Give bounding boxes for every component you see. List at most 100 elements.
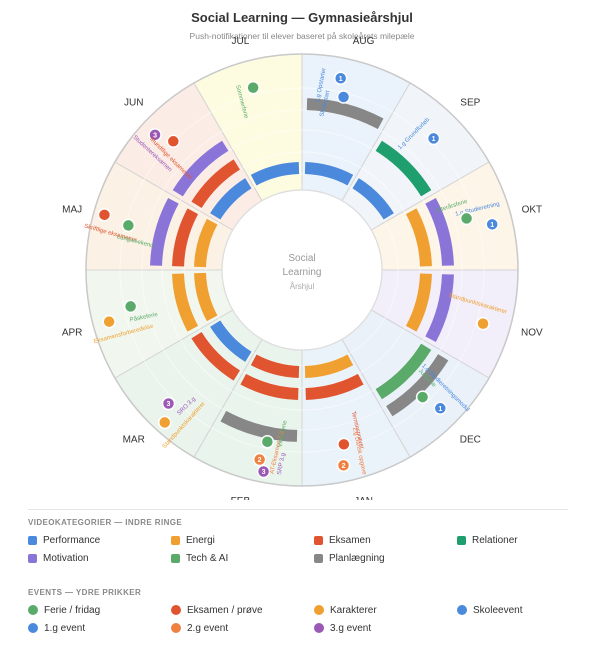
video-arc-jun-ring2[interactable]: [172, 140, 229, 197]
legend-swatch: [457, 535, 466, 545]
event-label: Vinterferie: [277, 419, 288, 448]
legend-item: Motivation: [28, 551, 171, 565]
video-arc-sep-ring2[interactable]: [375, 140, 432, 197]
video-arc-okt-ring2[interactable]: [425, 197, 454, 266]
event-dot[interactable]: [161, 396, 176, 411]
event-dot[interactable]: [426, 131, 441, 146]
video-arc-feb-ring0[interactable]: [250, 354, 300, 378]
event-dot[interactable]: [123, 299, 138, 314]
video-arc-nov-ring1[interactable]: [405, 273, 432, 332]
video-arc-apr-ring1[interactable]: [172, 273, 199, 332]
video-arc-aug-ring0[interactable]: [304, 162, 354, 186]
legend-label: Tech & AI: [186, 552, 229, 564]
chart-title: Social Learning — Gymnasieårshjul: [191, 10, 413, 25]
legend-label: 3.g event: [330, 622, 372, 634]
video-arc-sep-ring0[interactable]: [352, 178, 394, 220]
event-dot[interactable]: [256, 464, 271, 479]
video-arc-jun-ring1[interactable]: [191, 159, 240, 208]
month-label-feb: FEB: [231, 496, 251, 500]
month-label-jul: JUL: [232, 36, 250, 47]
event-badge: 2: [258, 457, 262, 464]
video-arc-nov-ring2[interactable]: [425, 274, 454, 343]
video-arc-maj-ring0[interactable]: [194, 218, 218, 268]
video-arc-apr-ring0[interactable]: [194, 272, 218, 322]
event-badge: 3: [262, 469, 266, 476]
month-label-dec: DEC: [460, 434, 481, 445]
month-label-apr: APR: [62, 328, 83, 339]
legend-item: 2.g event: [171, 621, 314, 635]
legend-label: Performance: [43, 534, 101, 546]
video-arc-okt-ring1[interactable]: [405, 208, 432, 267]
event-feb[interactable]: Vinterferie: [260, 419, 289, 449]
month-label-jan: JAN: [354, 496, 373, 500]
legend-swatch: [28, 553, 37, 563]
legend-label: Eksamen: [329, 534, 371, 546]
ring-guide: [205, 173, 399, 367]
event-dot[interactable]: [252, 452, 267, 467]
event-feb[interactable]: SRP 3.g 3: [256, 452, 287, 479]
video-arc-dec-ring3[interactable]: [386, 354, 449, 417]
video-arc-feb-ring1[interactable]: [240, 373, 299, 400]
event-dot[interactable]: [102, 314, 116, 329]
video-arc-jan-ring1[interactable]: [305, 373, 364, 400]
event-dot[interactable]: [166, 134, 181, 149]
legend-item: Performance: [28, 533, 171, 547]
legend-swatch: [28, 535, 37, 545]
video-arc-jan-ring0[interactable]: [304, 354, 354, 378]
event-dot[interactable]: [336, 458, 351, 473]
legend-swatch: [314, 605, 324, 615]
video-arc-jun-ring0[interactable]: [210, 178, 252, 220]
event-dot[interactable]: [246, 80, 260, 95]
event-dot[interactable]: [415, 390, 430, 404]
wheel-center: [221, 189, 383, 351]
event-dot[interactable]: [121, 218, 136, 233]
event-label: SRP 3.g: [277, 452, 287, 475]
event-dot[interactable]: [260, 434, 275, 449]
event-dot[interactable]: [336, 90, 351, 104]
legend-label: Eksamen / prøve: [187, 604, 263, 616]
event-legend: EVENTS — YDRE PRIKKER Ferie / fridag Eksa…: [28, 588, 588, 635]
month-label-jun: JUN: [124, 98, 143, 109]
month-label-aug: AUG: [353, 36, 375, 47]
event-dot[interactable]: [459, 211, 474, 226]
legend-item: Eksamen / prøve: [171, 603, 314, 617]
video-arc-maj-ring2[interactable]: [150, 197, 179, 266]
legend-divider: [28, 509, 568, 510]
legend-label: Ferie / fridag: [44, 604, 101, 616]
month-label-mar: MAR: [123, 434, 145, 445]
legend-swatch: [28, 623, 38, 633]
event-dot[interactable]: [97, 208, 112, 222]
event-dot[interactable]: [485, 217, 499, 232]
video-arc-jul-ring0[interactable]: [250, 162, 300, 186]
event-dot[interactable]: [337, 437, 351, 452]
event-dot[interactable]: [476, 316, 490, 331]
ring-guide: [119, 87, 485, 453]
event-dot[interactable]: [148, 128, 162, 142]
chart-subtitle: Push-notifikationer til elever baseret p…: [190, 31, 415, 41]
video-arc-maj-ring1[interactable]: [172, 208, 199, 267]
event-dot[interactable]: [157, 415, 172, 430]
video-arc-feb-ring3[interactable]: [220, 410, 298, 442]
video-legend-title: VIDEOKATEGORIER — INDRE RINGE: [28, 518, 183, 527]
legend-swatch: [314, 535, 323, 545]
ring-guide: [183, 151, 421, 389]
event-dot[interactable]: [433, 401, 448, 416]
legend-swatch: [171, 605, 181, 615]
legend-item: Karakterer: [314, 603, 457, 617]
video-legend: VIDEOKATEGORIER — INDRE RINGE Performanc…: [28, 518, 588, 565]
video-arc-aug-ring3[interactable]: [306, 98, 384, 130]
event-dot[interactable]: [333, 71, 348, 86]
legend-swatch: [28, 605, 38, 615]
video-arc-mar-ring1[interactable]: [191, 332, 240, 381]
legend-label: Planlægning: [329, 552, 385, 564]
legend-swatch: [171, 623, 181, 633]
video-arc-dec-ring2[interactable]: [375, 343, 432, 400]
legend-item: Planlægning: [314, 551, 457, 565]
event-badge: 1: [490, 222, 494, 229]
month-label-nov: NOV: [521, 328, 543, 339]
video-arc-mar-ring0[interactable]: [210, 320, 252, 362]
center-line-3: Årshjul: [290, 282, 315, 291]
ring-guide: [161, 129, 443, 411]
center-line-2: Learning: [283, 267, 322, 278]
legend-swatch: [314, 553, 323, 563]
